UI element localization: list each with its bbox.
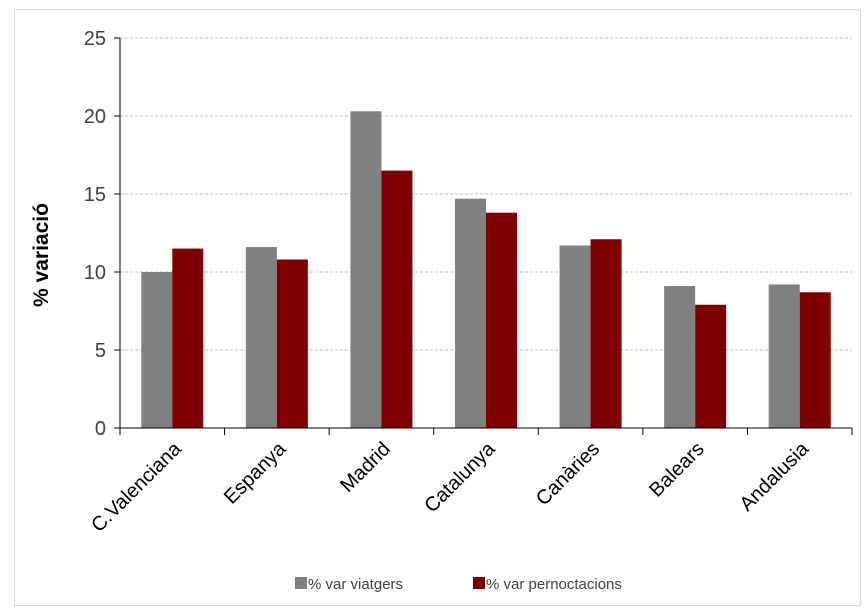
bar-pernoctacions [172,248,204,428]
bar-pernoctacions [276,259,308,428]
bar-viatgers [350,111,382,428]
y-tick-label: 15 [84,184,106,206]
axes [114,37,853,435]
bar-viatgers [455,198,486,428]
bar-pernoctacions [799,292,831,428]
legend-label: % var viatgers [308,576,403,593]
legend-swatch [473,577,485,589]
y-tick-label: 5 [95,340,106,362]
bar-viatgers [768,284,800,428]
bar-pernoctacions [695,304,727,428]
bar-pernoctacions [590,239,622,428]
bar-pernoctacions [381,170,413,428]
bar-pernoctacions [486,212,517,428]
y-tick-label: 0 [95,418,106,440]
bars [141,111,831,428]
bar-viatgers [664,286,696,428]
legend-swatch [295,577,307,589]
y-tick-label: 20 [84,106,106,128]
bar-viatgers [245,247,277,428]
legend-label: % var pernoctacions [486,576,622,593]
y-tick-label: 10 [84,262,106,284]
y-axis-title: % variació [30,203,53,307]
y-tick-label: 25 [84,28,106,50]
bar-viatgers [559,245,591,428]
legend: % var viatgers % var pernoctacions [295,576,622,593]
y-tick-labels: 0 5 10 15 20 25 [84,28,106,440]
bar-viatgers [141,272,173,428]
